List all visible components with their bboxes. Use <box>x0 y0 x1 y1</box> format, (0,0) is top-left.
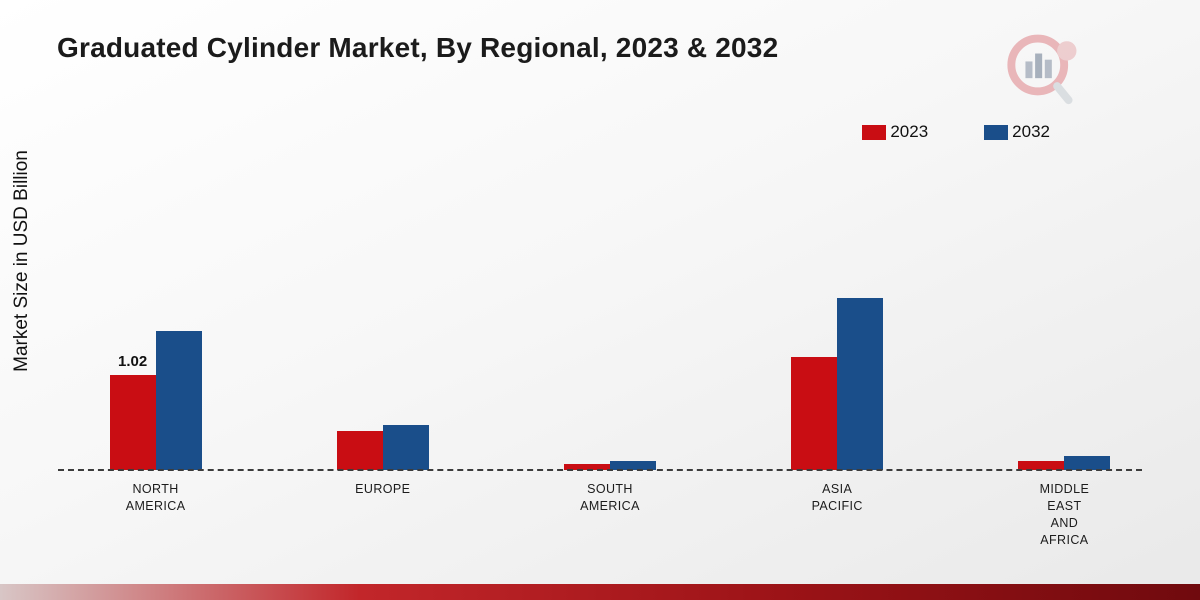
bar-2023-1 <box>336 430 383 470</box>
bar-2032-2 <box>610 460 656 470</box>
bar-2032-0 <box>155 330 202 470</box>
bar-2023-2 <box>564 464 610 470</box>
category-label: SOUTH AMERICA <box>580 482 640 513</box>
y-axis-label: Market Size in USD Billion <box>11 150 32 372</box>
bar-2032-4 <box>1064 456 1111 470</box>
legend: 2023 2032 <box>862 122 1050 142</box>
bar-2023-0 <box>109 375 156 470</box>
bottom-accent-bar <box>0 584 1200 600</box>
x-axis-baseline <box>58 469 1142 471</box>
chart-title: Graduated Cylinder Market, By Regional, … <box>57 32 779 63</box>
legend-label-2023: 2023 <box>890 122 929 141</box>
legend-swatch-2032 <box>984 124 1009 140</box>
legend-swatch-2023 <box>862 124 887 140</box>
legend-item-2023: 2023 <box>862 122 928 142</box>
category-label: EUROPE <box>355 482 411 496</box>
bar-2032-3 <box>837 297 884 470</box>
bar-2023-3 <box>791 356 838 470</box>
category-label: ASIA PACIFIC <box>811 482 863 513</box>
category-label: MIDDLE EAST AND AFRICA <box>1039 482 1090 547</box>
bar-2032-1 <box>382 425 429 470</box>
plot-area: 1.02 <box>42 284 1178 470</box>
legend-item-2032: 2032 <box>984 122 1050 142</box>
legend-label-2032: 2032 <box>1012 122 1050 141</box>
bar-2023-4 <box>1018 460 1065 470</box>
bar-value-label: 1.02 <box>117 353 148 371</box>
category-label: NORTH AMERICA <box>125 482 186 513</box>
brand-logo <box>1007 34 1077 105</box>
category-labels: NORTH AMERICA EUROPE SOUTH AMERICA ASIA PACIFI… <box>42 481 1178 571</box>
